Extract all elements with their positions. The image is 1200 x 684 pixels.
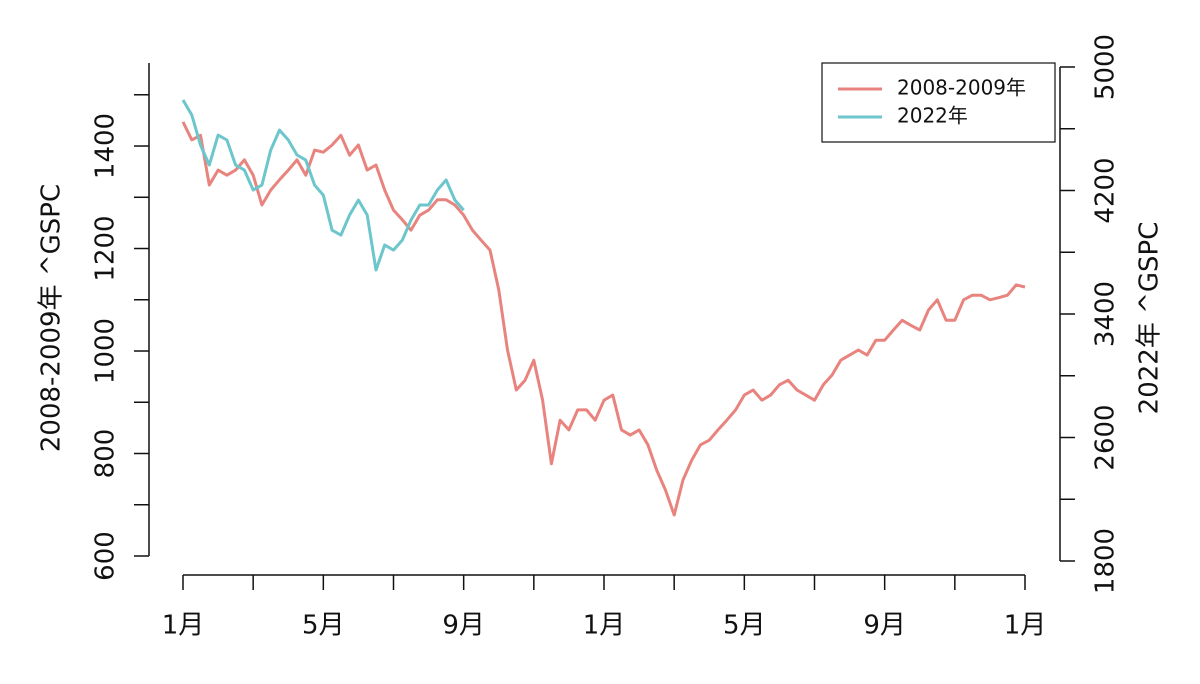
y2-axis-title: 2022年 ^GSPC [1135,222,1165,415]
legend-box [821,62,1056,143]
y-tick-label: 1400 [91,113,121,179]
y-tick-label: 800 [91,429,121,479]
x-tick-label: 1月 [583,611,626,641]
x-tick-label: 9月 [863,611,906,641]
y2-tick-label: 4200 [1091,157,1121,223]
series-line [181,121,1026,517]
x-tick-label: 9月 [442,611,485,641]
y2-tick-label: 1800 [1091,528,1121,594]
x-tick-label: 1月 [1004,611,1047,641]
y2-tick-label: 3400 [1091,281,1121,347]
y2-tick-label: 2600 [1091,404,1121,470]
x-tick-label: 5月 [723,611,766,641]
series-line [181,99,465,272]
y-tick-label: 1200 [91,215,121,281]
y-tick-label: 1000 [91,318,121,384]
x-tick-label: 1月 [162,611,205,641]
legend-label: 2008-2009年 [897,76,1026,100]
legend-label: 2022年 [897,104,968,128]
y2-tick-label: 5000 [1091,34,1121,100]
y-tick-label: 600 [91,531,121,581]
y-axis-title: 2008-2009年 ^GSPC [37,184,67,452]
x-tick-label: 5月 [302,611,345,641]
